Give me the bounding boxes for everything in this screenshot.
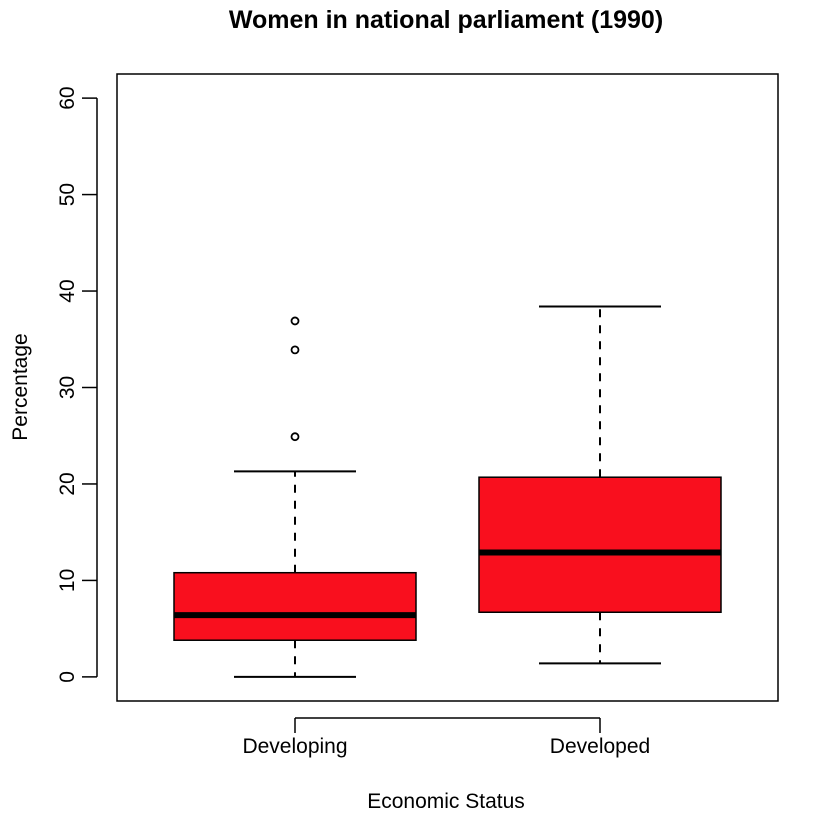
- y-axis-title: Percentage: [9, 333, 32, 440]
- y-axis: 0 10 20 30 40 50 60: [56, 86, 98, 683]
- chart-title: Women in national parliament (1990): [229, 6, 663, 34]
- y-tick-label: 50: [56, 183, 79, 206]
- y-tick-label: 10: [56, 569, 79, 592]
- box-group: [173, 316, 417, 678]
- y-tick-label: 0: [56, 671, 79, 683]
- x-tick-label: Developed: [550, 735, 650, 758]
- box-series: [173, 305, 722, 678]
- outlier-point: [290, 316, 300, 326]
- outlier-point: [290, 432, 300, 442]
- y-tick-label: 20: [56, 472, 79, 495]
- y-tick-label: 40: [56, 279, 79, 302]
- iqr-box: [173, 571, 417, 641]
- plot-frame: [116, 73, 779, 702]
- iqr-box: [478, 476, 722, 614]
- x-axis-title: Economic Status: [367, 790, 525, 813]
- x-tick-label: Developing: [242, 735, 347, 758]
- y-tick-label: 60: [56, 86, 79, 109]
- y-tick-label: 30: [56, 376, 79, 399]
- outlier-point: [290, 345, 300, 355]
- x-axis: Developing Developed: [242, 717, 650, 758]
- box-group: [478, 305, 722, 665]
